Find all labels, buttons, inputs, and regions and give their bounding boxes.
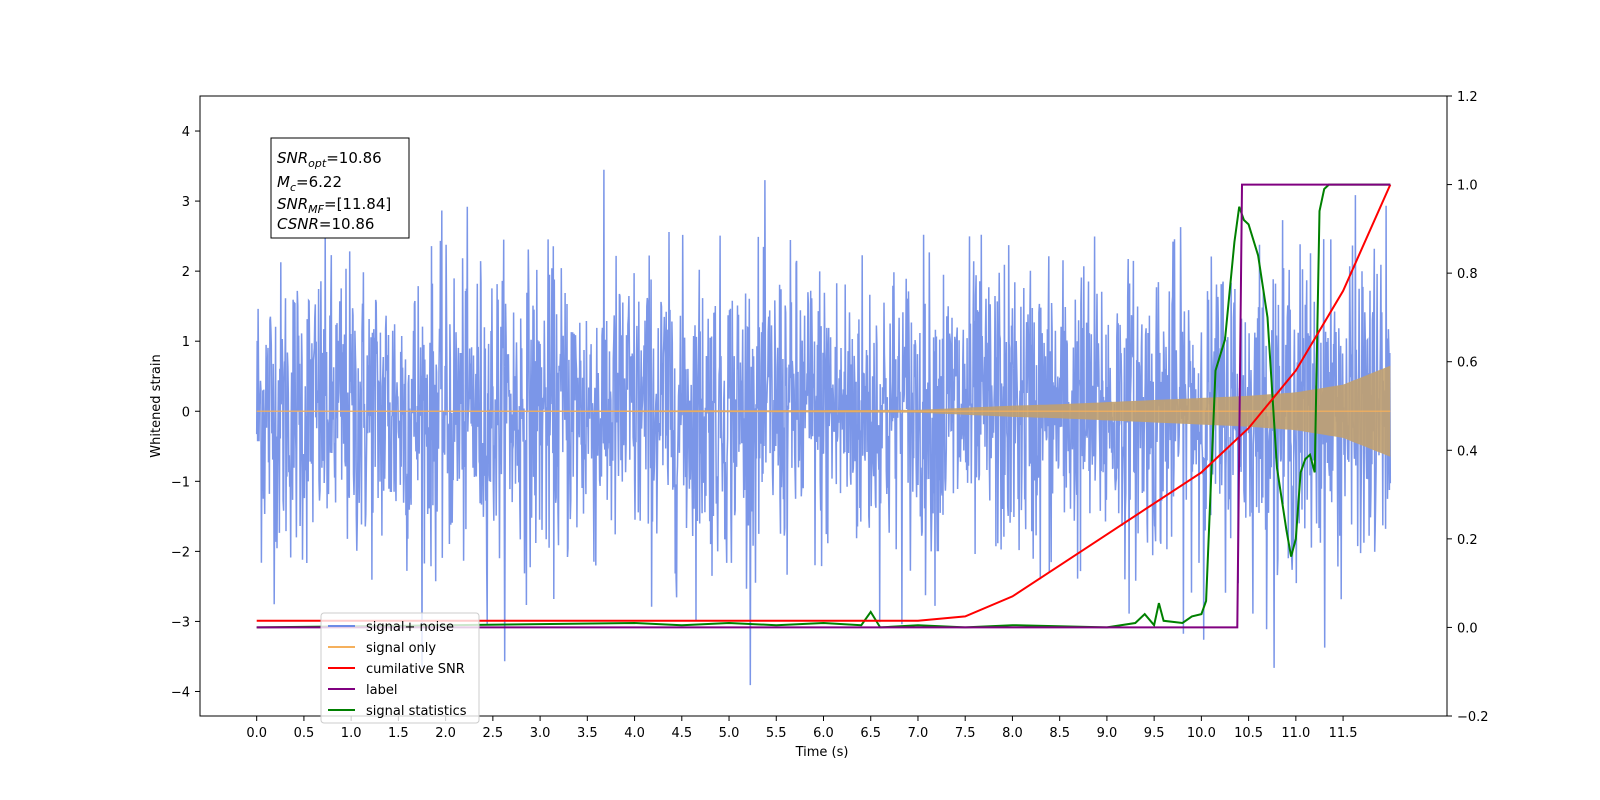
x-tick-label: 6.0 [813,726,834,741]
x-tick-label: 8.0 [1002,726,1023,741]
x-tick-label: 4.0 [624,726,645,741]
x-tick-label: 9.5 [1144,726,1165,741]
snr-opt-value: =10.86 [326,149,382,167]
y-tick-label: 4 [182,125,190,140]
legend-item-signal-statistics: signal statistics [328,704,467,719]
svg-text:label: label [366,683,397,698]
y-tick-label: −3 [171,615,190,630]
x-axis-ticks: 0.0 0.5 1.0 1.5 2.0 2.5 3.0 3.5 4.0 4.5 5.0 5.5 6.0 6… [246,716,1358,741]
y2-tick-label: 0.0 [1457,621,1478,636]
y-axis-label: Whitened strain [149,354,164,457]
cumulative-snr-line [256,184,1392,622]
x-tick-label: 7.0 [908,726,929,741]
y-tick-label: 3 [182,195,190,210]
signal-only-series [256,365,1391,457]
legend-item-cumulative-snr: cumilative SNR [328,662,465,677]
x-tick-label: 8.5 [1049,726,1070,741]
svg-text:Mc=6.22: Mc=6.22 [277,173,342,194]
y-axis-ticks: −4 −3 −2 −1 0 1 2 3 4 [171,125,200,700]
svg-text:signal statistics: signal statistics [366,704,467,719]
y-tick-label: −1 [171,475,190,490]
y2-tick-label: 0.4 [1457,444,1478,459]
signal-statistics-line [256,183,1391,629]
label-line [256,183,1391,629]
svg-text:cumilative SNR: cumilative SNR [366,662,465,677]
x-tick-label: 1.5 [388,726,409,741]
x-tick-label: 9.0 [1097,726,1118,741]
legend-item-signal-only: signal only [328,641,436,656]
y-tick-label: −2 [171,545,190,560]
x-tick-label: 10.5 [1234,726,1263,741]
legend: signal+ noise signal only cumilative SNR… [320,612,480,724]
x-tick-label: 1.0 [341,726,362,741]
mc-value: =6.22 [296,173,342,191]
signal-noise-line [255,169,1392,686]
y2-tick-label: 0.2 [1457,533,1478,548]
snr-mf-value: =[11.84] [324,195,391,213]
x-tick-label: 0.0 [246,726,267,741]
y-tick-label: 2 [182,265,190,280]
y2-tick-label: 1.0 [1457,179,1478,194]
svg-text:signal+ noise: signal+ noise [366,620,454,635]
x-tick-label: 6.5 [860,726,881,741]
x-tick-label: 3.0 [530,726,551,741]
y2-tick-label: 0.6 [1457,356,1478,371]
y-tick-label: 1 [182,335,190,350]
x-axis-label: Time (s) [795,745,849,760]
svg-text:CSNR=10.86: CSNR=10.86 [277,215,374,233]
csnr-value: =10.86 [319,215,375,233]
x-tick-label: 4.5 [671,726,692,741]
x-tick-label: 0.5 [294,726,315,741]
x-tick-label: 5.5 [766,726,787,741]
y2-tick-label: −0.2 [1457,710,1489,725]
x-tick-label: 10.0 [1187,726,1216,741]
y-tick-label: −4 [171,685,190,700]
y2-tick-label: 0.8 [1457,267,1478,282]
signal-noise-series [255,169,1392,686]
svg-text:SNRMF=[11.84]: SNRMF=[11.84] [277,195,391,216]
y-tick-label: 0 [182,405,190,420]
right-axis-series [256,183,1392,629]
x-tick-label: 11.0 [1281,726,1310,741]
x-tick-label: 2.5 [483,726,504,741]
svg-text:SNRopt=10.86: SNRopt=10.86 [277,149,382,170]
y2-tick-label: 1.2 [1457,90,1478,105]
x-tick-label: 7.5 [955,726,976,741]
legend-item-label: label [328,683,397,698]
legend-item-signal-noise: signal+ noise [328,620,454,635]
x-tick-label: 11.5 [1329,726,1358,741]
x-tick-label: 2.0 [435,726,456,741]
svg-text:signal only: signal only [366,641,436,656]
x-tick-label: 3.5 [577,726,598,741]
x-tick-label: 5.0 [719,726,740,741]
y2-axis-ticks: −0.2 0.0 0.2 0.4 0.6 0.8 1.0 1.2 [1447,90,1489,725]
annotation-box: SNRopt=10.86 Mc=6.22 SNRMF=[11.84] CSNR=… [270,137,410,239]
